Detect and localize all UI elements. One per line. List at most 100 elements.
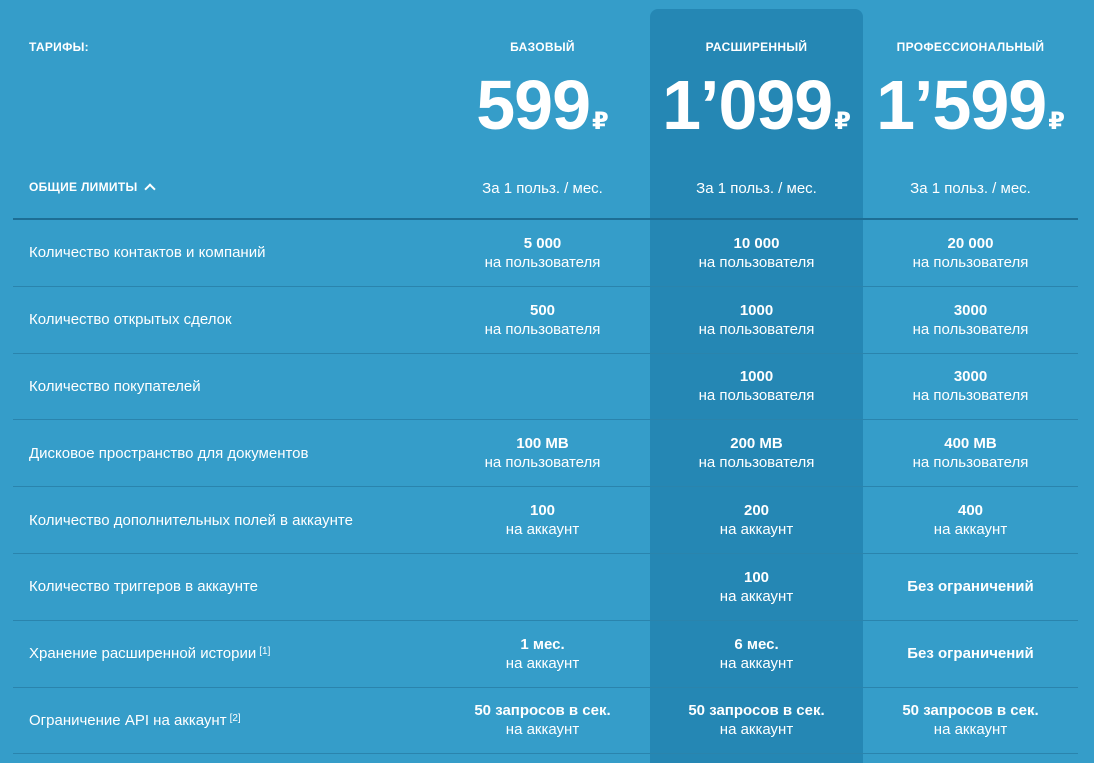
page-title: ТАРИФЫ: — [29, 40, 89, 54]
price-value: 1’599 — [876, 66, 1047, 144]
cell-unit: на аккаунт — [933, 521, 1008, 539]
table-row: Количество дополнительных полей в аккаун… — [13, 487, 1078, 554]
cell-value: 3000 — [953, 301, 988, 319]
table-cell: 5 000 на пользователя — [436, 220, 649, 286]
table-cell: 1 мес. на аккаунт — [436, 621, 649, 687]
table-cell: 50 запросов в сек. на аккаунт — [864, 688, 1077, 754]
currency-symbol: ₽ — [592, 108, 609, 135]
row-label: Количество открытых сделок — [29, 287, 232, 353]
table-cell: 50 запросов в сек. на аккаунт — [436, 688, 649, 754]
table-row: Дисковое пространство для документов 100 … — [13, 420, 1078, 488]
cell-unit: на пользователя — [484, 320, 601, 338]
cell-value: 100 — [529, 502, 556, 520]
header-divider — [13, 218, 1078, 220]
table-cell: 3000 на пользователя — [864, 354, 1077, 420]
table-cell: 20 000 на пользователя — [864, 220, 1077, 286]
footnote-link[interactable]: [1] — [259, 646, 271, 658]
row-label: Дисковое пространство для документов — [29, 420, 309, 486]
cell-value: 400 — [957, 502, 984, 520]
cell-value: 1000 — [739, 368, 774, 386]
cell-unit: на пользователя — [912, 387, 1029, 405]
plan-price: 599 ₽ — [436, 70, 649, 140]
cell-value: 1 мес. — [520, 635, 565, 653]
cell-value: 400 MB — [944, 435, 997, 453]
cell-unit: на пользователя — [484, 454, 601, 472]
cell-unit: на пользователя — [912, 320, 1029, 338]
cell-unit: на аккаунт — [719, 587, 794, 605]
row-label-text: Количество покупателей — [29, 377, 201, 395]
cell-value: 3000 — [953, 368, 988, 386]
table-cell: 400 MB на пользователя — [864, 420, 1077, 486]
chevron-up-icon — [143, 183, 156, 195]
row-label: Количество контактов и компаний — [29, 220, 265, 286]
table-row: Количество контактов и компаний 5 000 на п… — [13, 220, 1078, 287]
row-label: Хранение расширенной истории [1] — [29, 621, 270, 687]
price-value: 599 — [476, 66, 591, 144]
row-label-text: Ограничение API на аккаунт — [29, 711, 227, 729]
limits-table: Количество контактов и компаний 5 000 на п… — [13, 220, 1078, 755]
cell-unit: на пользователя — [912, 253, 1029, 271]
table-row: Количество открытых сделок 500 на пользова… — [13, 287, 1078, 354]
cell-value: Без ограничений — [907, 645, 1034, 663]
cell-value: 5 000 — [523, 234, 562, 252]
cell-unit: на пользователя — [912, 454, 1029, 472]
row-label-text: Дисковое пространство для документов — [29, 444, 309, 462]
row-label-text: Количество открытых сделок — [29, 311, 232, 329]
cell-unit: на аккаунт — [719, 521, 794, 539]
plan-period: За 1 польз. / мес. — [910, 180, 1031, 197]
table-cell: 200 на аккаунт — [650, 487, 863, 553]
cell-unit: на аккаунт — [933, 721, 1008, 739]
row-label: Ограничение API на аккаунт [2] — [29, 688, 241, 754]
cell-value: 500 — [529, 301, 556, 319]
plan-price: 1’099 ₽ — [650, 70, 863, 140]
cell-unit: на пользователя — [698, 320, 815, 338]
plan-extended: РАСШИРЕННЫЙ 1’099 ₽ — [650, 40, 863, 140]
cell-value: 6 мес. — [734, 635, 779, 653]
table-row: Количество триггеров в аккаунте 100 на акк… — [13, 554, 1078, 621]
footnote-link[interactable]: [2] — [229, 712, 241, 724]
cell-unit: на пользователя — [698, 454, 815, 472]
limits-toggle-label: ОБЩИЕ ЛИМИТЫ — [29, 180, 138, 194]
table-cell: 100 на аккаунт — [436, 487, 649, 553]
plan-name: БАЗОВЫЙ — [510, 40, 575, 54]
table-cell: 400 на аккаунт — [864, 487, 1077, 553]
table-cell: 1000 на пользователя — [650, 287, 863, 353]
table-cell: 10 000 на пользователя — [650, 220, 863, 286]
plan-period: За 1 польз. / мес. — [696, 180, 817, 197]
cell-value: 100 — [743, 568, 770, 586]
table-cell: 50 запросов в сек. на аккаунт — [650, 688, 863, 754]
table-row: Ограничение API на аккаунт [2] 50 запросов… — [13, 688, 1078, 755]
limits-toggle[interactable]: ОБЩИЕ ЛИМИТЫ — [29, 180, 156, 195]
plan-professional: ПРОФЕССИОНАЛЬНЫЙ 1’599 ₽ — [864, 40, 1077, 140]
row-label: Количество дополнительных полей в аккаун… — [29, 487, 353, 553]
cell-value: 1000 — [739, 301, 774, 319]
cell-value: 50 запросов в сек. — [688, 702, 825, 720]
row-label-text: Количество контактов и компаний — [29, 244, 266, 262]
plan-name: ПРОФЕССИОНАЛЬНЫЙ — [896, 40, 1045, 54]
cell-unit: на аккаунт — [719, 654, 794, 672]
cell-value: 20 000 — [947, 234, 994, 252]
row-label-text: Хранение расширенной истории — [29, 645, 257, 663]
table-cell: 200 MB на пользователя — [650, 420, 863, 486]
table-cell — [436, 354, 649, 420]
plan-name: РАСШИРЕННЫЙ — [705, 40, 808, 54]
cell-value: 50 запросов в сек. — [474, 702, 611, 720]
table-cell — [436, 554, 649, 620]
table-cell: 100 MB на пользователя — [436, 420, 649, 486]
currency-symbol: ₽ — [1048, 108, 1065, 135]
currency-symbol: ₽ — [834, 108, 851, 135]
table-cell: 3000 на пользователя — [864, 287, 1077, 353]
table-row: Количество покупателей 1000 на пользовател… — [13, 354, 1078, 421]
row-label: Количество покупателей — [29, 354, 201, 420]
cell-value: Без ограничений — [907, 578, 1034, 596]
cell-unit: на аккаунт — [505, 721, 580, 739]
table-cell: 6 мес. на аккаунт — [650, 621, 863, 687]
price-value: 1’099 — [662, 66, 833, 144]
row-label: Количество триггеров в аккаунте — [29, 554, 258, 620]
cell-value: 200 — [743, 502, 770, 520]
cell-unit: на аккаунт — [505, 521, 580, 539]
cell-unit: на пользователя — [698, 387, 815, 405]
cell-value: 100 MB — [516, 435, 569, 453]
cell-unit: на пользователя — [698, 253, 815, 271]
cell-value: 50 запросов в сек. — [902, 702, 1039, 720]
